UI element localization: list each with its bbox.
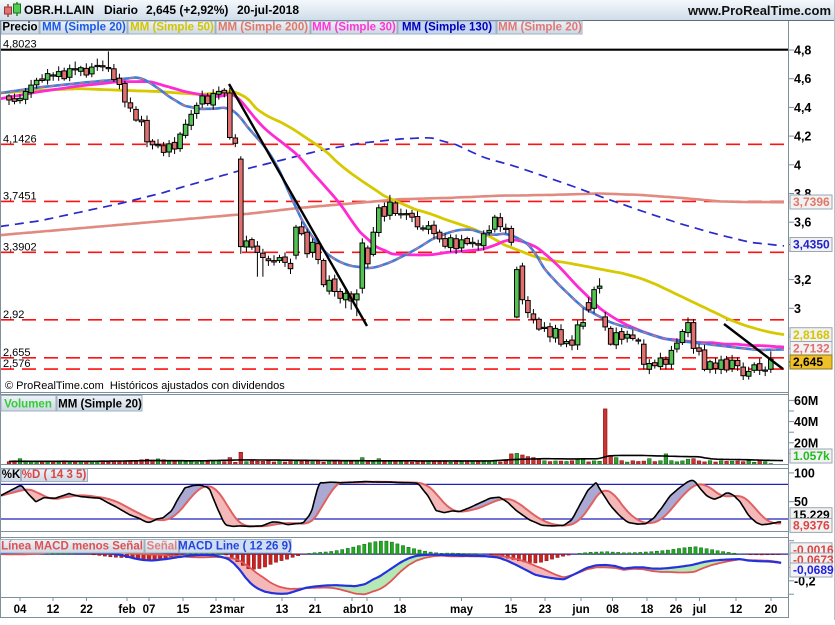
- svg-text:abr: abr: [343, 604, 361, 616]
- svg-text:18: 18: [641, 604, 654, 616]
- svg-text:OBR.H.LAIN: OBR.H.LAIN: [24, 3, 94, 17]
- svg-text:18: 18: [394, 604, 407, 616]
- svg-text:mar: mar: [223, 604, 245, 616]
- svg-text:MM (Simple 20): MM (Simple 20): [58, 399, 142, 411]
- svg-text:4,4: 4,4: [794, 101, 811, 115]
- svg-text:20M: 20M: [794, 436, 818, 450]
- svg-text:4,2: 4,2: [794, 130, 811, 144]
- svg-text:100: 100: [794, 466, 815, 480]
- svg-text:4: 4: [794, 158, 801, 172]
- svg-text:3,7396: 3,7396: [793, 195, 830, 209]
- svg-text:07: 07: [143, 604, 156, 616]
- svg-text:3,6: 3,6: [794, 216, 811, 230]
- svg-text:MM (Simple 130): MM (Simple 130): [402, 22, 492, 34]
- svg-text:MACD Line ( 12 26 9): MACD Line ( 12 26 9): [178, 541, 292, 553]
- svg-text:2,645: 2,645: [793, 355, 823, 369]
- svg-text:3,4350: 3,4350: [793, 238, 830, 252]
- svg-text:13: 13: [276, 604, 289, 616]
- svg-text:3: 3: [794, 302, 801, 316]
- svg-text:22: 22: [80, 604, 93, 616]
- svg-text:MM (Simple 30): MM (Simple 30): [312, 22, 396, 34]
- svg-text:2,92: 2,92: [3, 309, 24, 321]
- svg-text:MM (Simple 20): MM (Simple 20): [42, 22, 126, 34]
- svg-text:04: 04: [14, 604, 27, 616]
- svg-text:Línea MACD menos Señal: Línea MACD menos Señal: [1, 541, 143, 553]
- svg-text:© ProRealTime.com Históricos: © ProRealTime.com Históricos ajustados c…: [5, 380, 285, 392]
- svg-text:Diario: Diario: [104, 3, 138, 17]
- svg-text:Volumen: Volumen: [4, 399, 52, 411]
- svg-text:jul: jul: [692, 604, 706, 616]
- svg-text:15: 15: [177, 604, 190, 616]
- svg-text:10: 10: [361, 604, 374, 616]
- svg-text:2,655: 2,655: [3, 347, 31, 359]
- svg-text:%D ( 14 3 5): %D ( 14 3 5): [22, 469, 87, 481]
- svg-text:21: 21: [309, 604, 322, 616]
- svg-text:12: 12: [47, 604, 60, 616]
- svg-text:8,9376: 8,9376: [793, 519, 830, 533]
- svg-text:www.ProRealTime.com: www.ProRealTime.com: [687, 3, 831, 18]
- svg-text:4,1426: 4,1426: [3, 133, 37, 145]
- svg-text:20-jul-2018: 20-jul-2018: [237, 3, 299, 17]
- svg-text:26: 26: [670, 604, 683, 616]
- svg-text:jun: jun: [571, 604, 589, 616]
- svg-text:2,8168: 2,8168: [793, 328, 830, 342]
- svg-text:MM (Simple 20): MM (Simple 20): [498, 22, 582, 34]
- svg-text:MM (Simple 50): MM (Simple 50): [130, 22, 214, 34]
- svg-text:23: 23: [539, 604, 552, 616]
- svg-text:23: 23: [210, 604, 223, 616]
- svg-text:15: 15: [505, 604, 518, 616]
- svg-text:-0,0689: -0,0689: [793, 563, 834, 577]
- svg-text:1.057k: 1.057k: [793, 449, 830, 463]
- svg-text:08: 08: [606, 604, 619, 616]
- svg-text:feb: feb: [118, 604, 135, 616]
- svg-text:3,2: 3,2: [794, 273, 811, 287]
- svg-text:20: 20: [765, 604, 778, 616]
- svg-text:3,3902: 3,3902: [3, 241, 37, 253]
- svg-text:MM (Simple 200): MM (Simple 200): [218, 22, 308, 34]
- svg-text:2,645 (+2,92%): 2,645 (+2,92%): [146, 3, 228, 17]
- svg-text:2,576: 2,576: [3, 358, 31, 370]
- svg-text:60M: 60M: [794, 394, 818, 408]
- svg-text:2,7132: 2,7132: [793, 342, 830, 356]
- svg-text:40M: 40M: [794, 415, 818, 429]
- svg-text:Señal: Señal: [147, 541, 178, 553]
- svg-text:may: may: [450, 604, 474, 616]
- svg-text:Precio: Precio: [2, 22, 37, 34]
- svg-text:3,7451: 3,7451: [3, 190, 37, 202]
- svg-text:4,8: 4,8: [794, 44, 811, 58]
- svg-text:12: 12: [730, 604, 743, 616]
- svg-text:%K: %K: [2, 469, 21, 481]
- svg-text:4,8023: 4,8023: [3, 39, 37, 51]
- svg-text:4,6: 4,6: [794, 72, 811, 86]
